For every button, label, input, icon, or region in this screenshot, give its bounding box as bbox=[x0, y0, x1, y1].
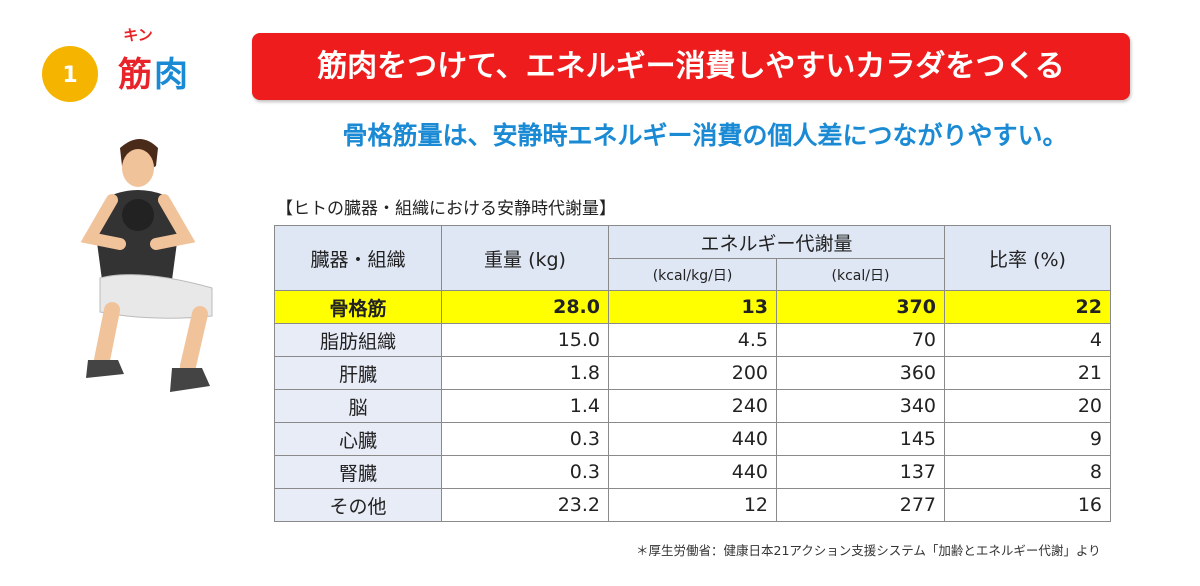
value-cell: 0.3 bbox=[441, 455, 609, 489]
source-note: ＊厚生労働省：健康日本21アクション支援システム「加齢とエネルギー代謝」より bbox=[636, 543, 1101, 558]
value-cell: 15.0 bbox=[441, 323, 609, 357]
table-row: 脂肪組織 15.0 4.5 70 4 bbox=[274, 323, 1111, 357]
value-cell: 22 bbox=[944, 290, 1111, 324]
value-cell: 1.8 bbox=[441, 356, 609, 390]
number-badge bbox=[42, 46, 98, 102]
header-cell: 比率 (%) bbox=[944, 225, 1111, 291]
value-cell: 440 bbox=[608, 422, 777, 456]
organ-cell: 脂肪組織 bbox=[274, 323, 442, 357]
value-cell: 23.2 bbox=[441, 488, 609, 522]
value-cell: 20 bbox=[944, 389, 1111, 423]
header-cell: (kcal/kg/日) bbox=[608, 258, 777, 291]
value-cell: 4.5 bbox=[608, 323, 777, 357]
table-body: 骨格筋 28.0 13 370 22 脂肪組織 15.0 4.5 70 4 肝臓 1.8 200 360 2… bbox=[274, 290, 1111, 522]
value-cell: 240 bbox=[608, 389, 777, 423]
table-row: 心臓 0.3 440 145 9 bbox=[274, 422, 1111, 456]
value-cell: 340 bbox=[776, 389, 945, 423]
header-cell: エネルギー代謝量 bbox=[608, 225, 945, 259]
value-cell: 277 bbox=[776, 488, 945, 522]
number: 1 bbox=[62, 63, 77, 88]
organ-cell: 心臓 bbox=[274, 422, 442, 456]
organ-cell: 肝臓 bbox=[274, 356, 442, 390]
header-cell: 重量 (kg) bbox=[441, 225, 609, 291]
table-row: 骨格筋 28.0 13 370 22 bbox=[274, 290, 1111, 324]
value-cell: 4 bbox=[944, 323, 1111, 357]
value-cell: 1.4 bbox=[441, 389, 609, 423]
organ-cell: 脳 bbox=[274, 389, 442, 423]
value-cell: 13 bbox=[608, 290, 777, 324]
table-row: その他 23.2 12 277 16 bbox=[274, 488, 1111, 522]
metabolism-table: 臓器・組織 重量 (kg) エネルギー代謝量 比率 (%) (kcal/kg/日… bbox=[274, 225, 1111, 522]
value-cell: 137 bbox=[776, 455, 945, 489]
title-part: 肉 bbox=[154, 55, 188, 95]
header-cell: (kcal/日) bbox=[776, 258, 945, 291]
value-cell: 8 bbox=[944, 455, 1111, 489]
value-cell: 16 bbox=[944, 488, 1111, 522]
value-cell: 9 bbox=[944, 422, 1111, 456]
ruby: キン bbox=[123, 26, 153, 44]
organ-cell: 腎臓 bbox=[274, 455, 442, 489]
table-row: 脳 1.4 240 340 20 bbox=[274, 389, 1111, 423]
subtitle: 骨格筋量は、安静時エネルギー消費の個人差につながりやすい。 bbox=[342, 121, 1068, 150]
header-cell: 臓器・組織 bbox=[274, 225, 442, 291]
banner: 筋肉をつけて、エネルギー消費しやすいカラダをつくる bbox=[252, 33, 1130, 100]
value-cell: 21 bbox=[944, 356, 1111, 390]
value-cell: 145 bbox=[776, 422, 945, 456]
decoration: 1 キン 筋 肉 bbox=[42, 26, 213, 392]
organ-cell: その他 bbox=[274, 488, 442, 522]
athlete-illustration bbox=[80, 139, 213, 392]
title-part: 筋 bbox=[118, 55, 152, 95]
table-row: 肝臓 1.8 200 360 21 bbox=[274, 356, 1111, 390]
organ-cell: 骨格筋 bbox=[274, 290, 442, 324]
value-cell: 360 bbox=[776, 356, 945, 390]
value-cell: 12 bbox=[608, 488, 777, 522]
value-cell: 0.3 bbox=[441, 422, 609, 456]
value-cell: 28.0 bbox=[441, 290, 609, 324]
value-cell: 440 bbox=[608, 455, 777, 489]
table-row: 腎臓 0.3 440 137 8 bbox=[274, 455, 1111, 489]
value-cell: 70 bbox=[776, 323, 945, 357]
value-cell: 200 bbox=[608, 356, 777, 390]
value-cell: 370 bbox=[776, 290, 945, 324]
table-caption: 【ヒトの臓器・組織における安静時代謝量】 bbox=[276, 199, 616, 219]
